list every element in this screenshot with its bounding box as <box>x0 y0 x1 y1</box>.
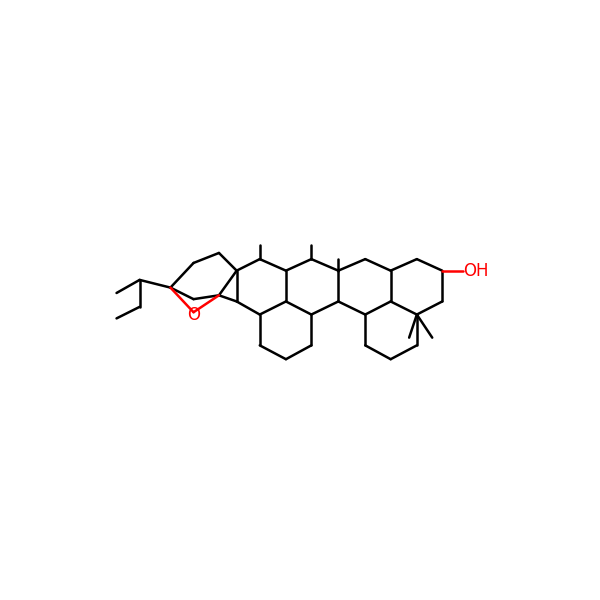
Text: O: O <box>187 305 200 323</box>
Text: OH: OH <box>463 262 488 280</box>
